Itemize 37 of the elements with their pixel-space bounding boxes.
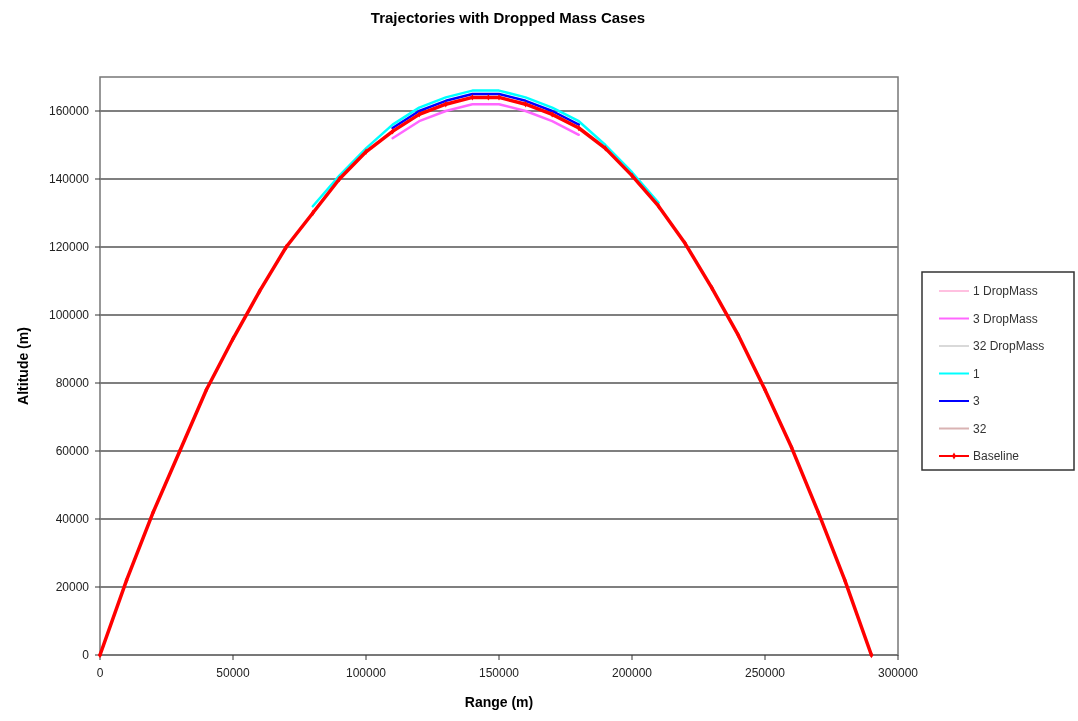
point [486, 94, 491, 101]
legend-label: 32 DropMass [973, 339, 1045, 354]
point [736, 332, 741, 339]
point [550, 111, 555, 118]
point [417, 111, 422, 118]
legend-label: 32 [973, 421, 987, 436]
y-tick-label: 20000 [55, 580, 90, 595]
legend-label: 1 [973, 366, 980, 381]
legend-label: 1 DropMass [973, 284, 1038, 299]
point [789, 444, 794, 451]
y-tick-label: 0 [82, 648, 90, 663]
legend-label: Baseline [973, 449, 1020, 464]
line-series [311, 89, 660, 208]
legend-label: 3 [973, 394, 980, 409]
y-tick-label: 120000 [48, 240, 90, 255]
x-tick-label: 150000 [478, 666, 520, 680]
y-tick-label: 140000 [48, 172, 90, 187]
point [603, 145, 608, 152]
legend-label: 3 DropMass [973, 311, 1038, 326]
line-series [391, 102, 581, 140]
y-tick-label: 40000 [55, 512, 90, 527]
y-axis-title: Altitude (m) [15, 327, 31, 405]
point [390, 128, 395, 135]
x-axis-title: Range (m) [464, 694, 534, 710]
point [470, 94, 475, 101]
y-tick-label: 60000 [55, 444, 90, 459]
x-tick-label: 0 [96, 666, 104, 680]
x-tick-label: 100000 [345, 666, 387, 680]
y-tick-label: 100000 [48, 308, 90, 323]
x-tick-label: 250000 [744, 666, 786, 680]
x-tick-label: 50000 [216, 666, 251, 680]
x-tick-label: 300000 [877, 666, 919, 680]
x-tick-label: 200000 [611, 666, 653, 680]
y-tick-label: 80000 [55, 376, 90, 391]
point [683, 240, 688, 247]
chart-title: Trajectories with Dropped Mass Cases [370, 9, 646, 26]
y-tick-label: 160000 [48, 104, 90, 119]
